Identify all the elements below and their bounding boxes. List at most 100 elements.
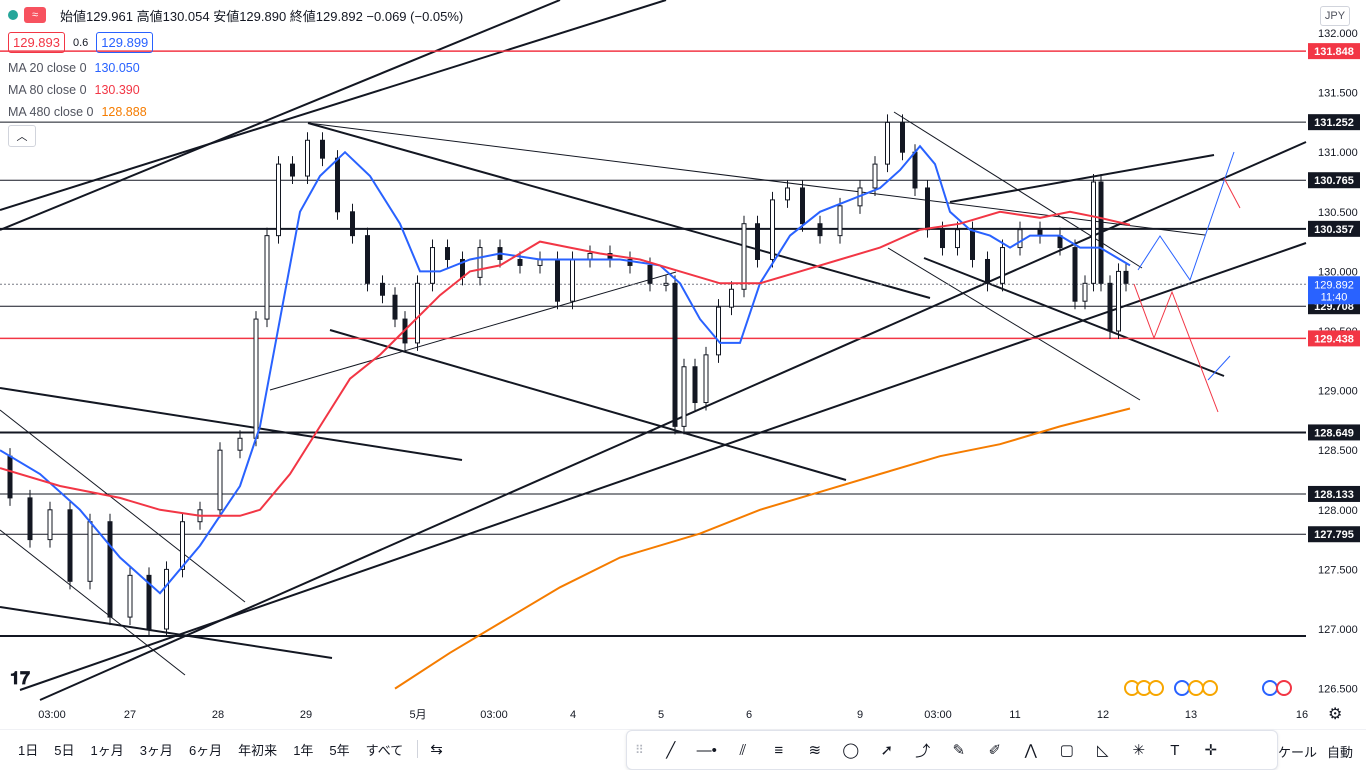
candle-body <box>7 455 13 499</box>
ellipse-icon[interactable]: ◯ <box>842 742 860 759</box>
pitchfork-icon[interactable]: ≡ <box>774 741 784 759</box>
indicator-value: 130.390 <box>94 83 140 97</box>
candle-body <box>146 574 152 630</box>
candle-body <box>380 282 385 296</box>
trend-line <box>0 0 561 231</box>
economic-event-icon[interactable] <box>1202 680 1218 696</box>
candle-body <box>1107 282 1113 332</box>
pattern-icon[interactable]: ✳ <box>1132 742 1146 759</box>
crosshair-icon[interactable]: ✛ <box>1204 742 1218 759</box>
price-level-label-bg <box>1308 172 1360 189</box>
rectangle-icon[interactable]: ▢ <box>1059 742 1074 759</box>
price-level-label-bg <box>1308 526 1360 543</box>
price-level-label: 131.252 <box>1314 117 1354 129</box>
current-price-label: 129.892 <box>1314 279 1354 291</box>
timeframe-all[interactable]: すべて <box>365 742 404 758</box>
x-tick-label: 29 <box>300 709 312 721</box>
y-tick-label: 127.500 <box>1318 564 1358 576</box>
indicator-value: 130.050 <box>94 61 140 75</box>
bar-countdown-label: 11:40 <box>1321 291 1348 303</box>
polyline-icon[interactable]: ⋀ <box>1024 742 1037 759</box>
arrow-icon[interactable]: ➚ <box>880 742 894 759</box>
price-level-label-bg <box>1308 43 1360 60</box>
timeframe-1m[interactable]: 1ヶ月 <box>90 742 124 758</box>
ma20-line <box>0 144 1131 595</box>
trend-line <box>0 0 667 211</box>
candle-body <box>925 187 930 231</box>
text-icon[interactable]: T <box>1170 741 1180 759</box>
x-tick-label: 16 <box>1296 709 1308 721</box>
candle-body <box>755 223 760 260</box>
trend-line <box>0 409 246 603</box>
x-tick-label: 11 <box>1009 709 1020 721</box>
sell-price-button[interactable]: 129.893 <box>8 32 65 53</box>
price-level-label-bg <box>1308 114 1360 131</box>
currency-selector[interactable]: JPY <box>1320 6 1350 26</box>
collapse-legend-button[interactable]: ︿ <box>8 125 36 147</box>
x-tick-label: 9 <box>857 709 863 721</box>
horizontal-ray-icon[interactable]: —• <box>696 741 717 759</box>
economic-event-icon[interactable] <box>1148 680 1164 696</box>
candle-body <box>67 509 73 582</box>
candle-body <box>885 121 890 165</box>
economic-event-icon[interactable] <box>1276 680 1292 696</box>
candle-body <box>517 258 523 266</box>
candle-body <box>1091 181 1096 284</box>
timeframe-5y[interactable]: 5年 <box>329 742 350 758</box>
indicator-ma480[interactable]: MA 480 close 0 128.888 <box>8 105 463 119</box>
timeframe-3m[interactable]: 3ヶ月 <box>139 742 173 758</box>
fib-icon[interactable]: ≋ <box>808 742 822 759</box>
divider <box>417 740 419 758</box>
candle-body <box>555 258 560 302</box>
candle-body <box>365 235 370 284</box>
trend-line <box>0 529 186 676</box>
timeframe-1y[interactable]: 1年 <box>293 742 314 758</box>
candle-body <box>1082 282 1088 302</box>
price-level-label-bg <box>1308 485 1360 502</box>
tradingview-logo-icon[interactable]: 𝟏𝟕 <box>10 668 31 688</box>
y-tick-label: 132.000 <box>1318 28 1358 40</box>
candle-body <box>729 288 734 308</box>
spread-value: 0.6 <box>73 36 89 49</box>
drag-handle-icon[interactable]: ⠿ <box>635 743 644 757</box>
path-icon[interactable]: ⤴ <box>915 742 931 760</box>
candle-body <box>647 264 653 284</box>
candle-body <box>627 258 633 266</box>
timeframe-1d[interactable]: 1日 <box>18 742 39 758</box>
go-to-date-icon[interactable]: ⇆ <box>430 741 443 758</box>
candle-body <box>817 223 823 237</box>
y-tick-label: 128.000 <box>1318 505 1358 517</box>
candle-body <box>350 211 355 237</box>
y-tick-label: 129.000 <box>1318 386 1358 398</box>
candle-body <box>264 235 270 320</box>
candle-body <box>445 247 450 260</box>
trend-line <box>307 122 931 299</box>
candle-body <box>276 163 281 237</box>
candle-body <box>770 199 775 260</box>
timeframe-5d[interactable]: 5日 <box>54 742 75 758</box>
gear-icon[interactable]: ⚙ <box>1328 706 1343 723</box>
buy-price-button[interactable]: 129.899 <box>96 32 154 53</box>
projection-paths <box>1133 151 1241 413</box>
price-chart[interactable]: 132.000131.500131.000130.500130.000129.5… <box>0 0 1366 730</box>
ma480-line <box>394 407 1131 690</box>
candle-body <box>692 366 698 404</box>
auto-scale-toggle[interactable]: 自動 <box>1327 745 1354 760</box>
indicator-label: MA 20 close 0 <box>8 61 87 75</box>
timeframe-6m[interactable]: 6ヶ月 <box>188 742 223 758</box>
trend-line-icon[interactable]: ╱ <box>666 742 676 759</box>
indicator-value: 128.888 <box>101 105 147 119</box>
candle-body <box>392 294 398 320</box>
triangle-icon[interactable]: ◺ <box>1097 742 1109 759</box>
y-tick-label: 130.000 <box>1318 266 1358 278</box>
timeframe-ytd[interactable]: 年初来 <box>238 742 278 758</box>
x-tick-label: 12 <box>1097 709 1109 721</box>
indicator-ma80[interactable]: MA 80 close 0 130.390 <box>8 83 463 97</box>
candle-body <box>800 187 805 225</box>
y-tick-label: 131.500 <box>1318 88 1358 100</box>
scale-toggle[interactable]: ケール <box>1278 745 1318 760</box>
indicator-ma20[interactable]: MA 20 close 0 130.050 <box>8 61 463 75</box>
brush-icon[interactable]: ✎ <box>952 742 966 759</box>
highlighter-icon[interactable]: ✐ <box>988 742 1002 759</box>
parallel-channel-icon[interactable]: ⫽ <box>739 741 747 759</box>
